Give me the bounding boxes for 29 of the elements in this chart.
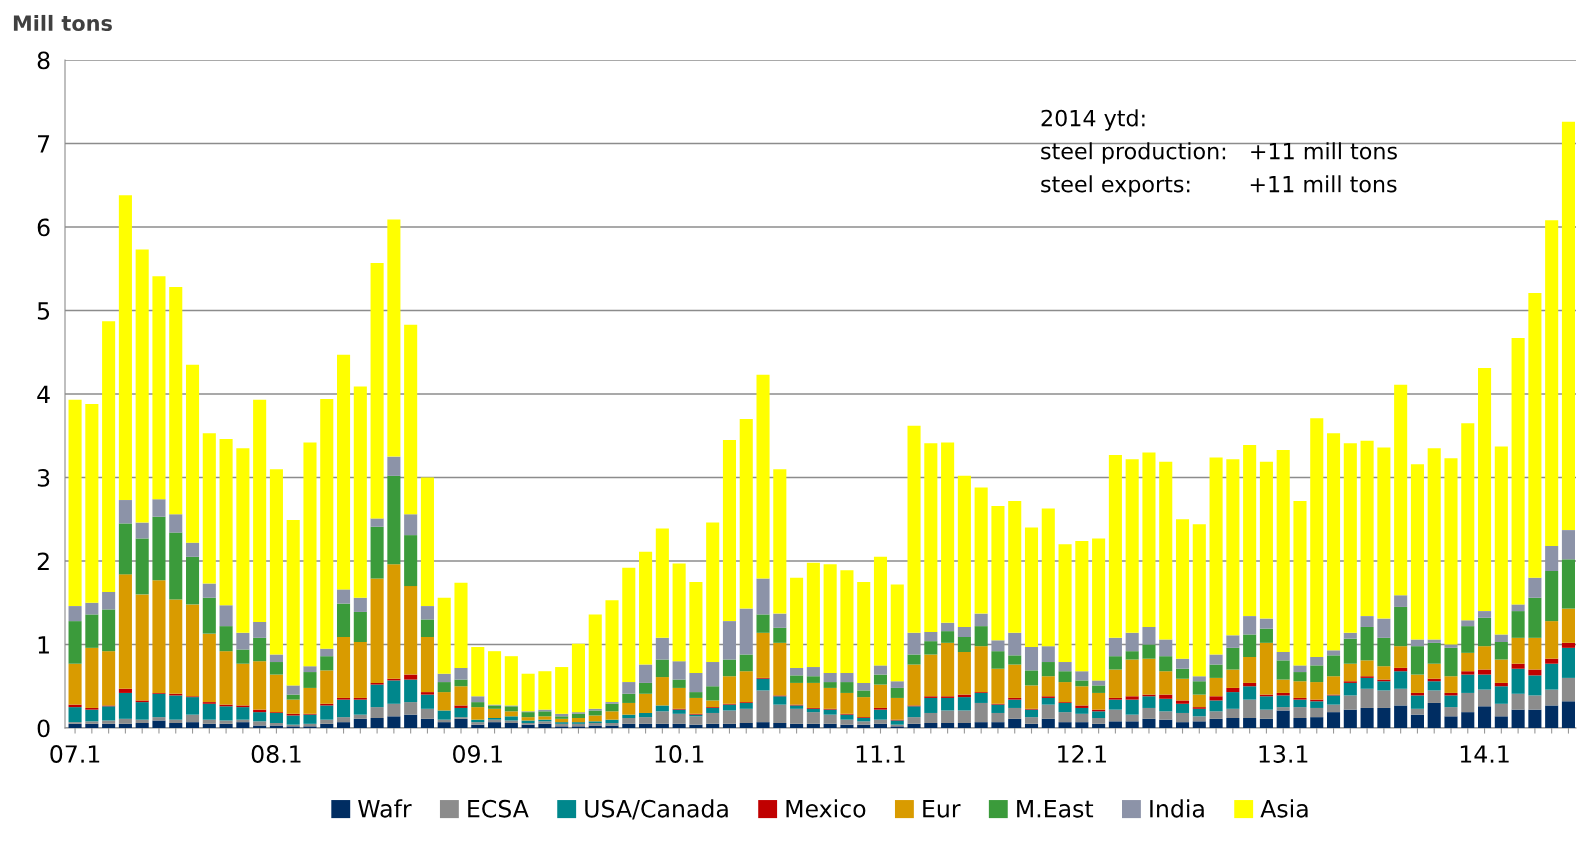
legend-label: Asia — [1260, 799, 1308, 818]
x-tick-label: 10.1 — [655, 745, 704, 763]
legend-label: Mexico — [786, 799, 866, 818]
x-tick-label: 12.1 — [1058, 745, 1106, 763]
x-tick-label: 13.1 — [1259, 745, 1308, 763]
y-tick-label: 4 — [37, 385, 50, 403]
legend-label: M.East — [1017, 800, 1094, 818]
legend-label: Wafr — [358, 799, 412, 818]
legend-label: Eur — [923, 800, 961, 818]
y-tick-label: 8 — [37, 51, 50, 70]
x-tick-label: 14.1 — [1460, 745, 1509, 763]
y-tick-label: 0 — [37, 719, 50, 738]
y-tick-label: 3 — [37, 468, 50, 487]
y-axis-title: Mill tons — [13, 14, 112, 32]
annotation: steel exports: +11 mill tons — [1041, 175, 1397, 197]
y-tick-label: 2 — [37, 552, 49, 570]
annotation: steel production: +11 mill tons — [1041, 142, 1397, 164]
legend-label: USA/Canada — [585, 799, 728, 820]
y-tick-label: 6 — [37, 218, 50, 237]
annotation: 2014 ytd: — [1041, 109, 1145, 131]
y-tick-label: 7 — [38, 135, 50, 153]
y-tick-label: 1 — [38, 636, 49, 654]
x-tick-label: 08.1 — [251, 745, 301, 763]
x-tick-label: 07.1 — [50, 745, 100, 763]
y-tick-label: 5 — [37, 302, 50, 320]
x-tick-label: 11.1 — [856, 745, 905, 763]
legend-label: ECSA — [468, 799, 529, 818]
x-tick-label: 09.1 — [453, 745, 502, 763]
legend-label: India — [1150, 799, 1204, 818]
